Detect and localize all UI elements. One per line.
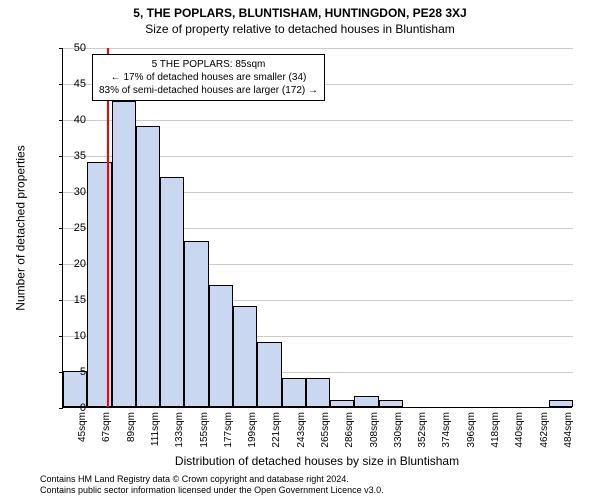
y-axis-label: Number of detached properties bbox=[14, 145, 28, 310]
x-axis-label: Distribution of detached houses by size … bbox=[62, 454, 572, 468]
y-tick-label: 15 bbox=[56, 294, 86, 306]
plot-frame bbox=[62, 48, 572, 408]
histogram-bar bbox=[184, 241, 208, 407]
gridline bbox=[63, 120, 573, 121]
y-tick-label: 5 bbox=[56, 366, 86, 378]
y-tick-label: 10 bbox=[56, 330, 86, 342]
annotation-line-1: 5 THE POPLARS: 85sqm bbox=[99, 58, 318, 71]
footer-line-2: Contains public sector information licen… bbox=[40, 485, 384, 496]
histogram-bar bbox=[136, 126, 160, 407]
y-tick-label: 45 bbox=[56, 78, 86, 90]
histogram-bar bbox=[330, 400, 354, 407]
chart-container: 5, THE POPLARS, BLUNTISHAM, HUNTINGDON, … bbox=[0, 0, 600, 500]
chart-title-main: 5, THE POPLARS, BLUNTISHAM, HUNTINGDON, … bbox=[0, 0, 600, 20]
histogram-bar bbox=[306, 378, 330, 407]
y-tick-label: 30 bbox=[56, 186, 86, 198]
y-tick-label: 50 bbox=[56, 42, 86, 54]
histogram-bar bbox=[160, 177, 184, 407]
annotation-line-2: ← 17% of detached houses are smaller (34… bbox=[99, 71, 318, 84]
gridline bbox=[63, 48, 573, 49]
annotation-box: 5 THE POPLARS: 85sqm ← 17% of detached h… bbox=[92, 54, 325, 101]
y-tick-label: 35 bbox=[56, 150, 86, 162]
marker-line bbox=[107, 48, 109, 407]
footer-line-1: Contains HM Land Registry data © Crown c… bbox=[40, 474, 384, 485]
annotation-line-3: 83% of semi-detached houses are larger (… bbox=[99, 84, 318, 97]
y-tick-label: 25 bbox=[56, 222, 86, 234]
histogram-bar bbox=[209, 285, 233, 407]
chart-title-sub: Size of property relative to detached ho… bbox=[0, 20, 600, 36]
y-tick-label: 20 bbox=[56, 258, 86, 270]
histogram-bar bbox=[233, 306, 257, 407]
plot-area: 5 THE POPLARS: 85sqm ← 17% of detached h… bbox=[62, 48, 572, 408]
histogram-bar bbox=[379, 400, 403, 407]
y-axis-label-wrap: Number of detached properties bbox=[14, 48, 28, 408]
histogram-bar bbox=[549, 400, 573, 407]
y-tick-label: 40 bbox=[56, 114, 86, 126]
histogram-bar bbox=[354, 396, 378, 407]
histogram-bar bbox=[257, 342, 281, 407]
footer-attribution: Contains HM Land Registry data © Crown c… bbox=[40, 474, 384, 496]
histogram-bar bbox=[282, 378, 306, 407]
y-tick-label: 0 bbox=[56, 402, 86, 414]
histogram-bar bbox=[112, 101, 136, 407]
